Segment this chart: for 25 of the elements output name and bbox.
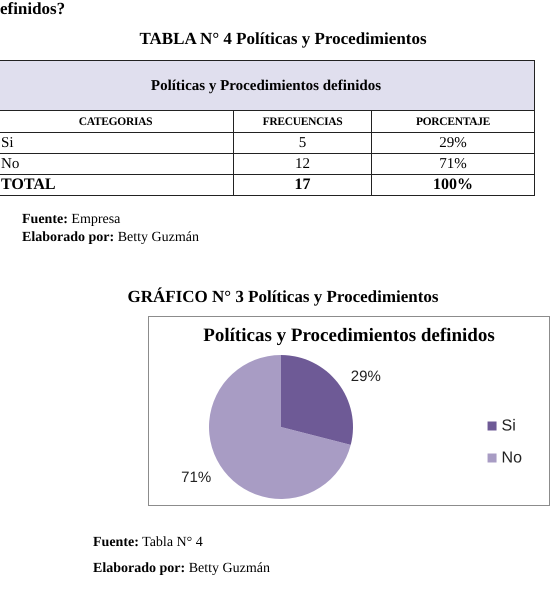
category-label: Si: [0, 132, 234, 154]
text: efinidos?: [0, 0, 66, 20]
text: TABLA N° 4 Políticas y Procedimientos: [138, 28, 428, 50]
data-label: 100%: [372, 174, 534, 196]
text: Políticas y Procedimientos definidos: [0, 60, 534, 110]
category-label: No: [0, 154, 234, 174]
data-label: 17: [234, 174, 372, 196]
text: Elaborado por: Betty Guzmán: [93, 560, 270, 578]
legend-label: Si: [502, 418, 516, 434]
chart-subtitle: Políticas y Procedimientos definidos: [203, 325, 495, 346]
text: CATEGORIAS: [0, 110, 234, 132]
data-label: 5: [234, 132, 372, 154]
source-note: Fuente: Empresa: [22, 211, 120, 229]
chart-title: GRÁFICO N° 3 Políticas y Procedimientos: [126, 286, 440, 308]
text: FRECUENCIAS: [234, 110, 372, 132]
data-label: 29%: [372, 132, 534, 154]
text: Elaborado por: Betty Guzmán: [22, 229, 199, 247]
legend-label: No: [502, 450, 522, 466]
source-note: Fuente: Tabla N° 4: [93, 534, 203, 552]
category-label: TOTAL: [0, 174, 234, 196]
data-label: 71%: [181, 468, 212, 486]
data-label: 12: [234, 154, 372, 174]
data-label: 71%: [372, 154, 534, 174]
text: PORCENTAJE: [372, 110, 534, 132]
data-label: 29%: [350, 368, 381, 386]
